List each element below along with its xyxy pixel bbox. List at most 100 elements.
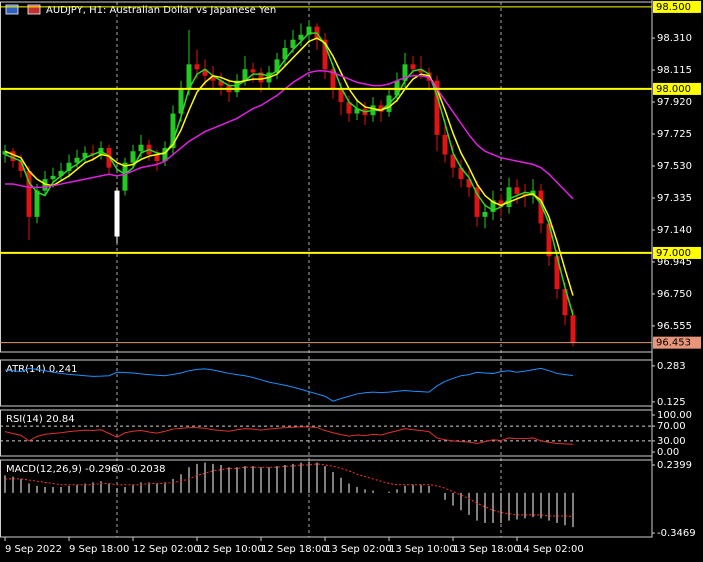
x-tick-label: 14 Sep 02:00 <box>517 544 584 555</box>
candle-body <box>474 187 480 217</box>
candle-body <box>234 80 240 93</box>
level-label: 98.000 <box>656 84 691 95</box>
moving-average <box>4 37 574 296</box>
y-tick-label: 0.283 <box>657 361 686 372</box>
candle-body <box>138 144 144 152</box>
candle-body <box>50 175 56 180</box>
candle-body <box>26 170 32 217</box>
icon-chart <box>5 4 19 15</box>
candle-body <box>402 64 408 81</box>
candle-body <box>490 200 496 212</box>
candle-body <box>442 134 448 155</box>
candle-body <box>290 39 296 48</box>
y-tick-label: 96.750 <box>657 289 692 300</box>
y-tick-label: 0.00 <box>657 447 679 458</box>
panel-title: ATR(14) 0.241 <box>6 364 77 375</box>
candle-body <box>114 190 120 237</box>
y-tick-label: 0.2399 <box>657 460 692 471</box>
y-tick-label: 97.140 <box>657 225 692 236</box>
y-tick-label: 97.725 <box>657 129 692 140</box>
x-tick-label: 9 Sep 2022 <box>5 544 62 555</box>
y-tick-label: 96.555 <box>657 321 692 332</box>
x-tick-label: 12 Sep 02:00 <box>133 544 200 555</box>
candle-body <box>218 80 224 86</box>
candle-body <box>90 152 96 155</box>
candle-body <box>154 154 160 162</box>
panel-title: MACD(12,26,9) -0.2960 -0.2038 <box>6 464 166 475</box>
candle-body <box>106 147 112 168</box>
candle-body <box>546 223 552 257</box>
panel-title: RSI(14) 20.84 <box>6 414 75 425</box>
candle-body <box>378 105 384 112</box>
candle-body <box>42 179 48 191</box>
candle-body <box>354 108 360 114</box>
candle-body <box>322 39 328 70</box>
candle-body <box>58 170 64 176</box>
candle-body <box>210 75 216 81</box>
candle-body <box>82 152 88 158</box>
candle-body <box>130 151 136 163</box>
candle-body <box>186 64 192 89</box>
last-price-label: 96.453 <box>656 338 691 349</box>
candle-body <box>498 200 504 208</box>
candle-body <box>530 190 536 196</box>
candle-body <box>538 190 544 224</box>
candle-body <box>194 64 200 70</box>
candle-body <box>554 256 560 290</box>
candle-body <box>466 179 472 188</box>
candle-body <box>570 315 576 343</box>
y-tick-label: 97.335 <box>657 193 692 204</box>
candle-body <box>74 157 80 163</box>
candle-body <box>274 59 280 73</box>
candle-body <box>178 88 184 114</box>
candle-body <box>202 69 208 76</box>
x-tick-label: 12 Sep 10:00 <box>197 544 264 555</box>
x-tick-label: 13 Sep 02:00 <box>325 544 392 555</box>
candle-body <box>282 47 288 60</box>
candle-body <box>298 34 304 40</box>
candle-body <box>34 190 40 217</box>
indicator-line <box>4 367 574 402</box>
candle-body <box>514 187 520 194</box>
x-tick-label: 9 Sep 18:00 <box>69 544 129 555</box>
y-tick-label: 96.945 <box>657 257 692 268</box>
level-label: 98.500 <box>656 2 691 13</box>
x-tick-label: 12 Sep 18:00 <box>261 544 328 555</box>
level-label-bg <box>653 82 701 95</box>
candle-body <box>346 102 352 114</box>
moving-average <box>4 32 574 316</box>
level-label: 97.000 <box>656 248 691 259</box>
candle-body <box>522 193 528 196</box>
x-tick-label: 13 Sep 18:00 <box>453 544 520 555</box>
indicator-line <box>4 426 574 445</box>
y-tick-label: 97.530 <box>657 161 692 172</box>
candle-body <box>66 162 72 171</box>
level-label-bg <box>653 246 701 259</box>
candle-body <box>10 151 16 162</box>
candle-body <box>306 26 312 35</box>
candle-body <box>410 64 416 70</box>
candle-body <box>250 69 256 73</box>
candle-body <box>434 80 440 135</box>
y-tick-label: 97.920 <box>657 97 692 108</box>
candle-body <box>458 167 464 180</box>
candle-body <box>242 69 248 81</box>
candle-body <box>418 69 424 73</box>
y-tick-label: 98.115 <box>657 65 692 76</box>
candle-body <box>330 69 336 89</box>
candle-body <box>506 187 512 208</box>
candle-body <box>482 211 488 217</box>
candle-body <box>170 113 176 148</box>
candle-body <box>2 151 8 155</box>
y-tick-label: 100.00 <box>657 410 692 421</box>
x-tick-label: 13 Sep 10:00 <box>389 544 456 555</box>
candle-body <box>450 154 456 168</box>
moving-average <box>5 70 574 200</box>
y-tick-label: 0.125 <box>657 397 686 408</box>
y-tick-label: 30.00 <box>657 436 686 447</box>
y-tick-label: 70.00 <box>657 421 686 432</box>
level-label-bg <box>653 0 701 13</box>
